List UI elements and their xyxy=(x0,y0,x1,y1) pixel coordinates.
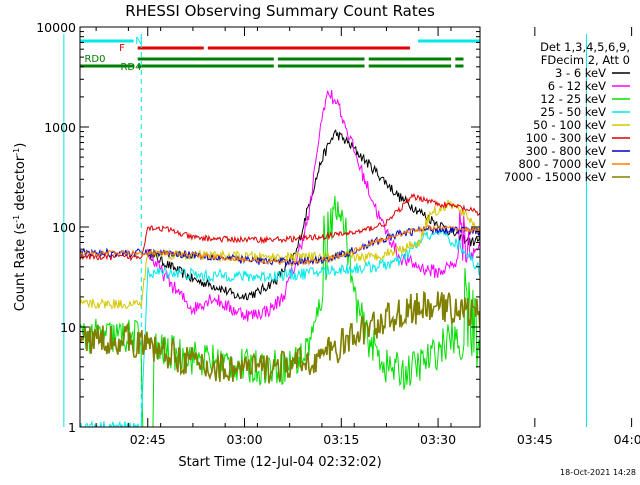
legend-label-2: 12 - 25 keV xyxy=(540,92,606,106)
y-tick-label-0: 1 xyxy=(68,420,76,435)
flag-n-label: N xyxy=(135,36,142,47)
axes: 02:45 03:00 03:15 03:30 03:45 04:00 1 10 100 1000… xyxy=(36,20,640,447)
plot-area xyxy=(80,89,480,427)
flag-bars: NF RD0 RD4 xyxy=(80,36,480,73)
y-axis-label-sup2: -1 xyxy=(12,148,21,156)
flag-f-label: F xyxy=(119,43,125,54)
x-tick-label-0: 02:45 xyxy=(130,432,166,447)
legend-header-1: FDecim 2, Att 0 xyxy=(541,53,630,67)
x-tick-label-2: 03:15 xyxy=(323,432,359,447)
legend-label-8: 7000 - 15000 keV xyxy=(504,170,606,184)
y-axis-label-part1: Count Rate (s xyxy=(13,223,28,312)
legend: Det 1,3,4,5,6,9,FDecim 2, Att 03 - 6 keV… xyxy=(504,40,630,184)
y-axis-label-part3: ) xyxy=(13,143,28,148)
y-axis-label: Count Rate (s-1 detector-1) xyxy=(12,143,28,312)
series-line-3 xyxy=(80,228,480,427)
legend-header-0: Det 1,3,4,5,6,9, xyxy=(540,40,630,54)
flag-rd0-label: RD0 xyxy=(84,54,105,65)
series-line-1 xyxy=(147,89,480,322)
x-tick-label-1: 03:00 xyxy=(227,432,263,447)
series-line-7 xyxy=(80,224,480,267)
legend-label-3: 25 - 50 keV xyxy=(540,105,606,119)
series-line-2 xyxy=(80,195,480,427)
x-axis-label: Start Time (12-Jul-04 02:32:02) xyxy=(178,455,381,470)
flag-rd4-label: RD4 xyxy=(120,62,141,73)
chart-title: RHESSI Observing Summary Count Rates xyxy=(125,2,435,20)
legend-label-0: 3 - 6 keV xyxy=(555,66,606,80)
y-axis-label-part2: detector xyxy=(13,155,28,215)
x-tick-label-5: 04:00 xyxy=(614,432,640,447)
series-line-0 xyxy=(147,129,480,301)
x-tick-label-4: 03:45 xyxy=(517,432,553,447)
legend-label-6: 300 - 800 keV xyxy=(526,144,606,158)
y-tick-label-1: 10 xyxy=(60,320,76,335)
footer-date: 18-Oct-2021 14:28 xyxy=(560,468,636,477)
y-tick-label-4: 10000 xyxy=(36,20,76,35)
series-line-4 xyxy=(80,199,480,310)
y-tick-label-2: 100 xyxy=(52,220,76,235)
legend-label-5: 100 - 300 keV xyxy=(526,131,606,145)
series-line-8 xyxy=(80,290,480,384)
y-tick-label-3: 1000 xyxy=(44,120,76,135)
y-axis-label-sup1: -1 xyxy=(12,215,21,223)
series-line-5 xyxy=(80,192,480,262)
legend-label-1: 6 - 12 keV xyxy=(548,79,606,93)
legend-label-7: 800 - 7000 keV xyxy=(518,157,606,171)
legend-label-4: 50 - 100 keV xyxy=(533,118,606,132)
x-tick-label-3: 03:30 xyxy=(420,432,456,447)
